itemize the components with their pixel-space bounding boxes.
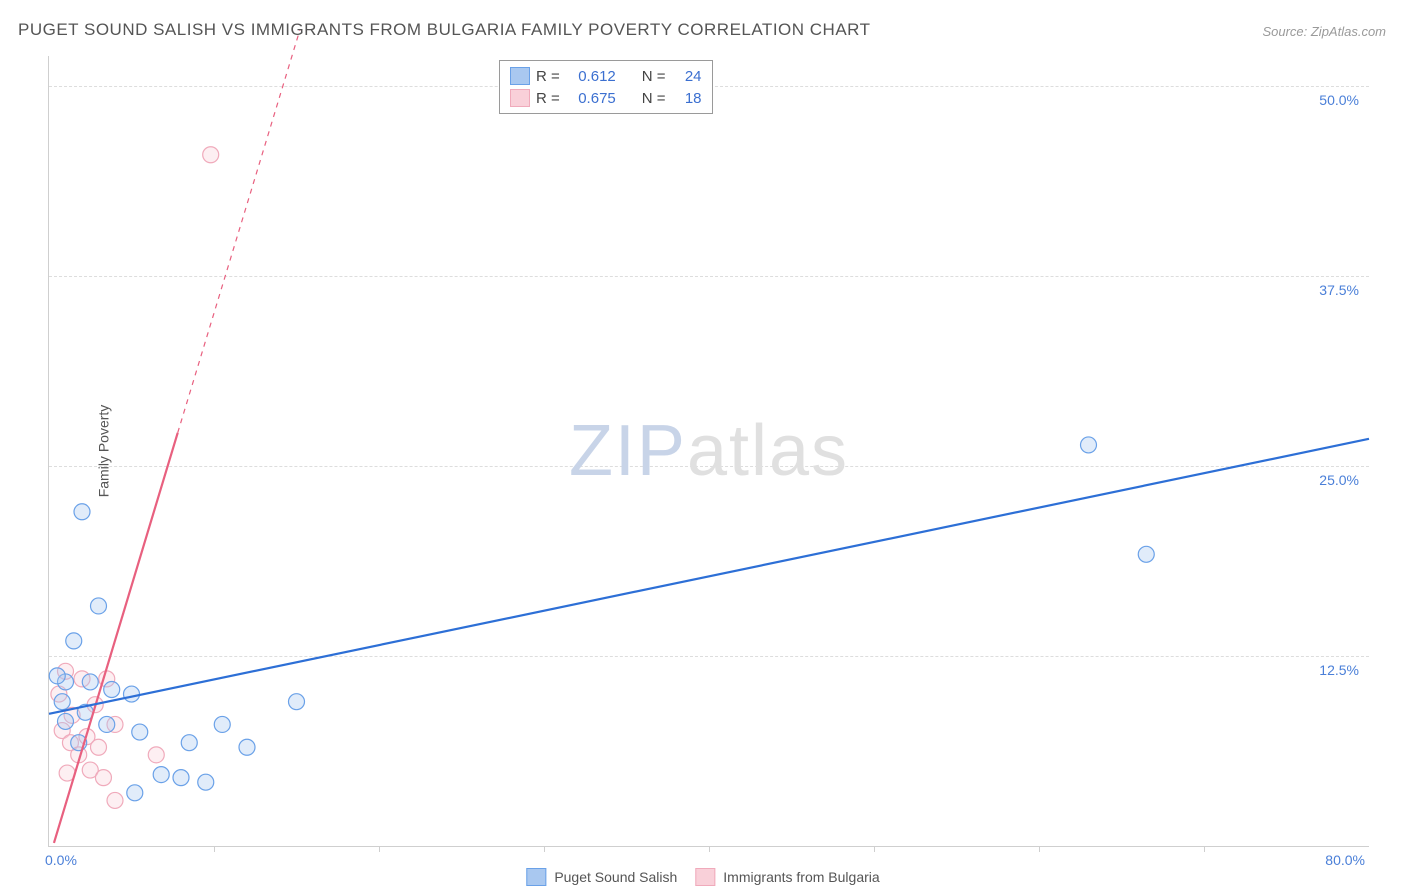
x-tick [1039,846,1040,852]
scatter-point [82,674,98,690]
regression-line-dashed [178,30,300,433]
x-axis-min-label: 0.0% [45,852,77,868]
scatter-point [49,668,65,684]
correlation-legend: R = 0.612 N = 24 R = 0.675 N = 18 [499,60,713,114]
regression-line [49,439,1369,714]
scatter-point [173,770,189,786]
legend-r-value: 0.612 [566,68,616,85]
series-legend: Puget Sound Salish Immigrants from Bulgar… [526,868,879,886]
scatter-point [1138,546,1154,562]
scatter-point [181,735,197,751]
x-tick [214,846,215,852]
source-attribution: Source: ZipAtlas.com [1262,24,1386,39]
legend-swatch [526,868,546,886]
x-tick [544,846,545,852]
scatter-point [153,767,169,783]
scatter-svg [49,56,1369,846]
legend-n-value: 24 [672,68,702,85]
scatter-point [203,147,219,163]
scatter-point [214,716,230,732]
scatter-point [124,686,140,702]
scatter-point [66,633,82,649]
scatter-point [239,739,255,755]
legend-row: R = 0.675 N = 18 [510,87,702,109]
legend-n-label: N = [642,68,666,85]
scatter-point [95,770,111,786]
x-tick [874,846,875,852]
scatter-point [54,694,70,710]
legend-r-value: 0.675 [566,90,616,107]
legend-n-value: 18 [672,90,702,107]
scatter-point [58,713,74,729]
scatter-point [74,504,90,520]
legend-swatch [695,868,715,886]
legend-n-label: N = [642,90,666,107]
legend-r-label: R = [536,90,560,107]
series-legend-label: Puget Sound Salish [554,869,677,885]
legend-swatch [510,89,530,107]
legend-row: R = 0.612 N = 24 [510,65,702,87]
chart-title: PUGET SOUND SALISH VS IMMIGRANTS FROM BU… [18,20,871,40]
scatter-point [148,747,164,763]
scatter-point [91,598,107,614]
x-tick [379,846,380,852]
scatter-point [132,724,148,740]
scatter-point [99,716,115,732]
chart-plot-area: Family Poverty 12.5%25.0%37.5%50.0% ZIPa… [48,56,1369,847]
series-legend-item: Puget Sound Salish [526,868,677,886]
legend-r-label: R = [536,68,560,85]
scatter-point [1081,437,1097,453]
scatter-point [91,739,107,755]
x-axis-max-label: 80.0% [1325,852,1365,868]
x-tick [709,846,710,852]
scatter-point [107,792,123,808]
legend-swatch [510,67,530,85]
series-legend-item: Immigrants from Bulgaria [695,868,879,886]
scatter-point [289,694,305,710]
scatter-point [198,774,214,790]
series-legend-label: Immigrants from Bulgaria [723,869,879,885]
scatter-point [127,785,143,801]
x-tick [1204,846,1205,852]
scatter-point [104,682,120,698]
